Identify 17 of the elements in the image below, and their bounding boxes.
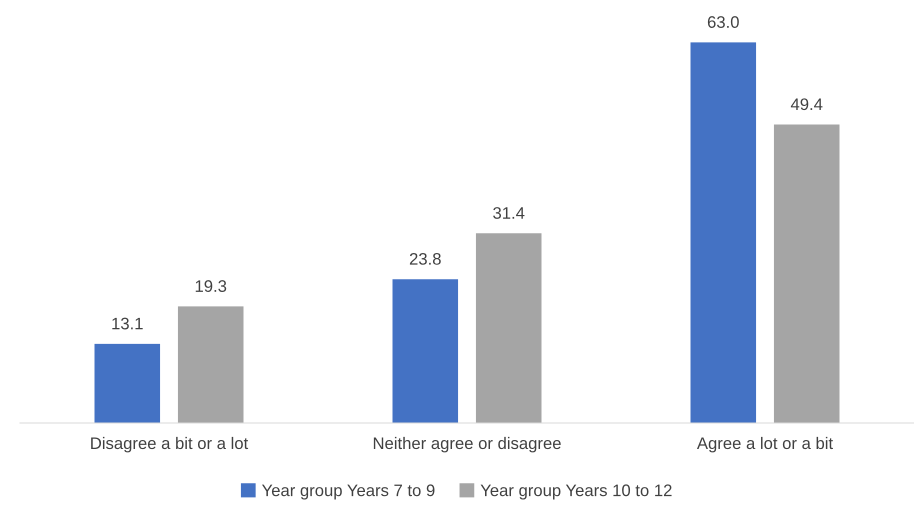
- x-tick-label: Disagree a bit or a lot: [91, 436, 248, 452]
- bar: [476, 233, 542, 423]
- data-label: 31.4: [493, 207, 524, 219]
- legend-label: Year group Years 7 to 9: [262, 484, 434, 500]
- bar: [774, 124, 840, 423]
- legend-label: Year group Years 10 to 12: [480, 484, 672, 500]
- bar: [392, 279, 458, 423]
- data-label: 49.4: [790, 98, 822, 110]
- data-label: 23.8: [410, 252, 441, 265]
- data-label: 63.0: [708, 16, 739, 28]
- x-tick-label: Agree a lot or a bit: [696, 436, 833, 452]
- bar: [690, 42, 756, 423]
- data-label: 19.3: [196, 280, 226, 292]
- x-tick-label: Neither agree or disagree: [374, 436, 561, 452]
- data-label: 13.1: [112, 318, 143, 330]
- bar: [94, 344, 160, 423]
- bar: [178, 306, 244, 423]
